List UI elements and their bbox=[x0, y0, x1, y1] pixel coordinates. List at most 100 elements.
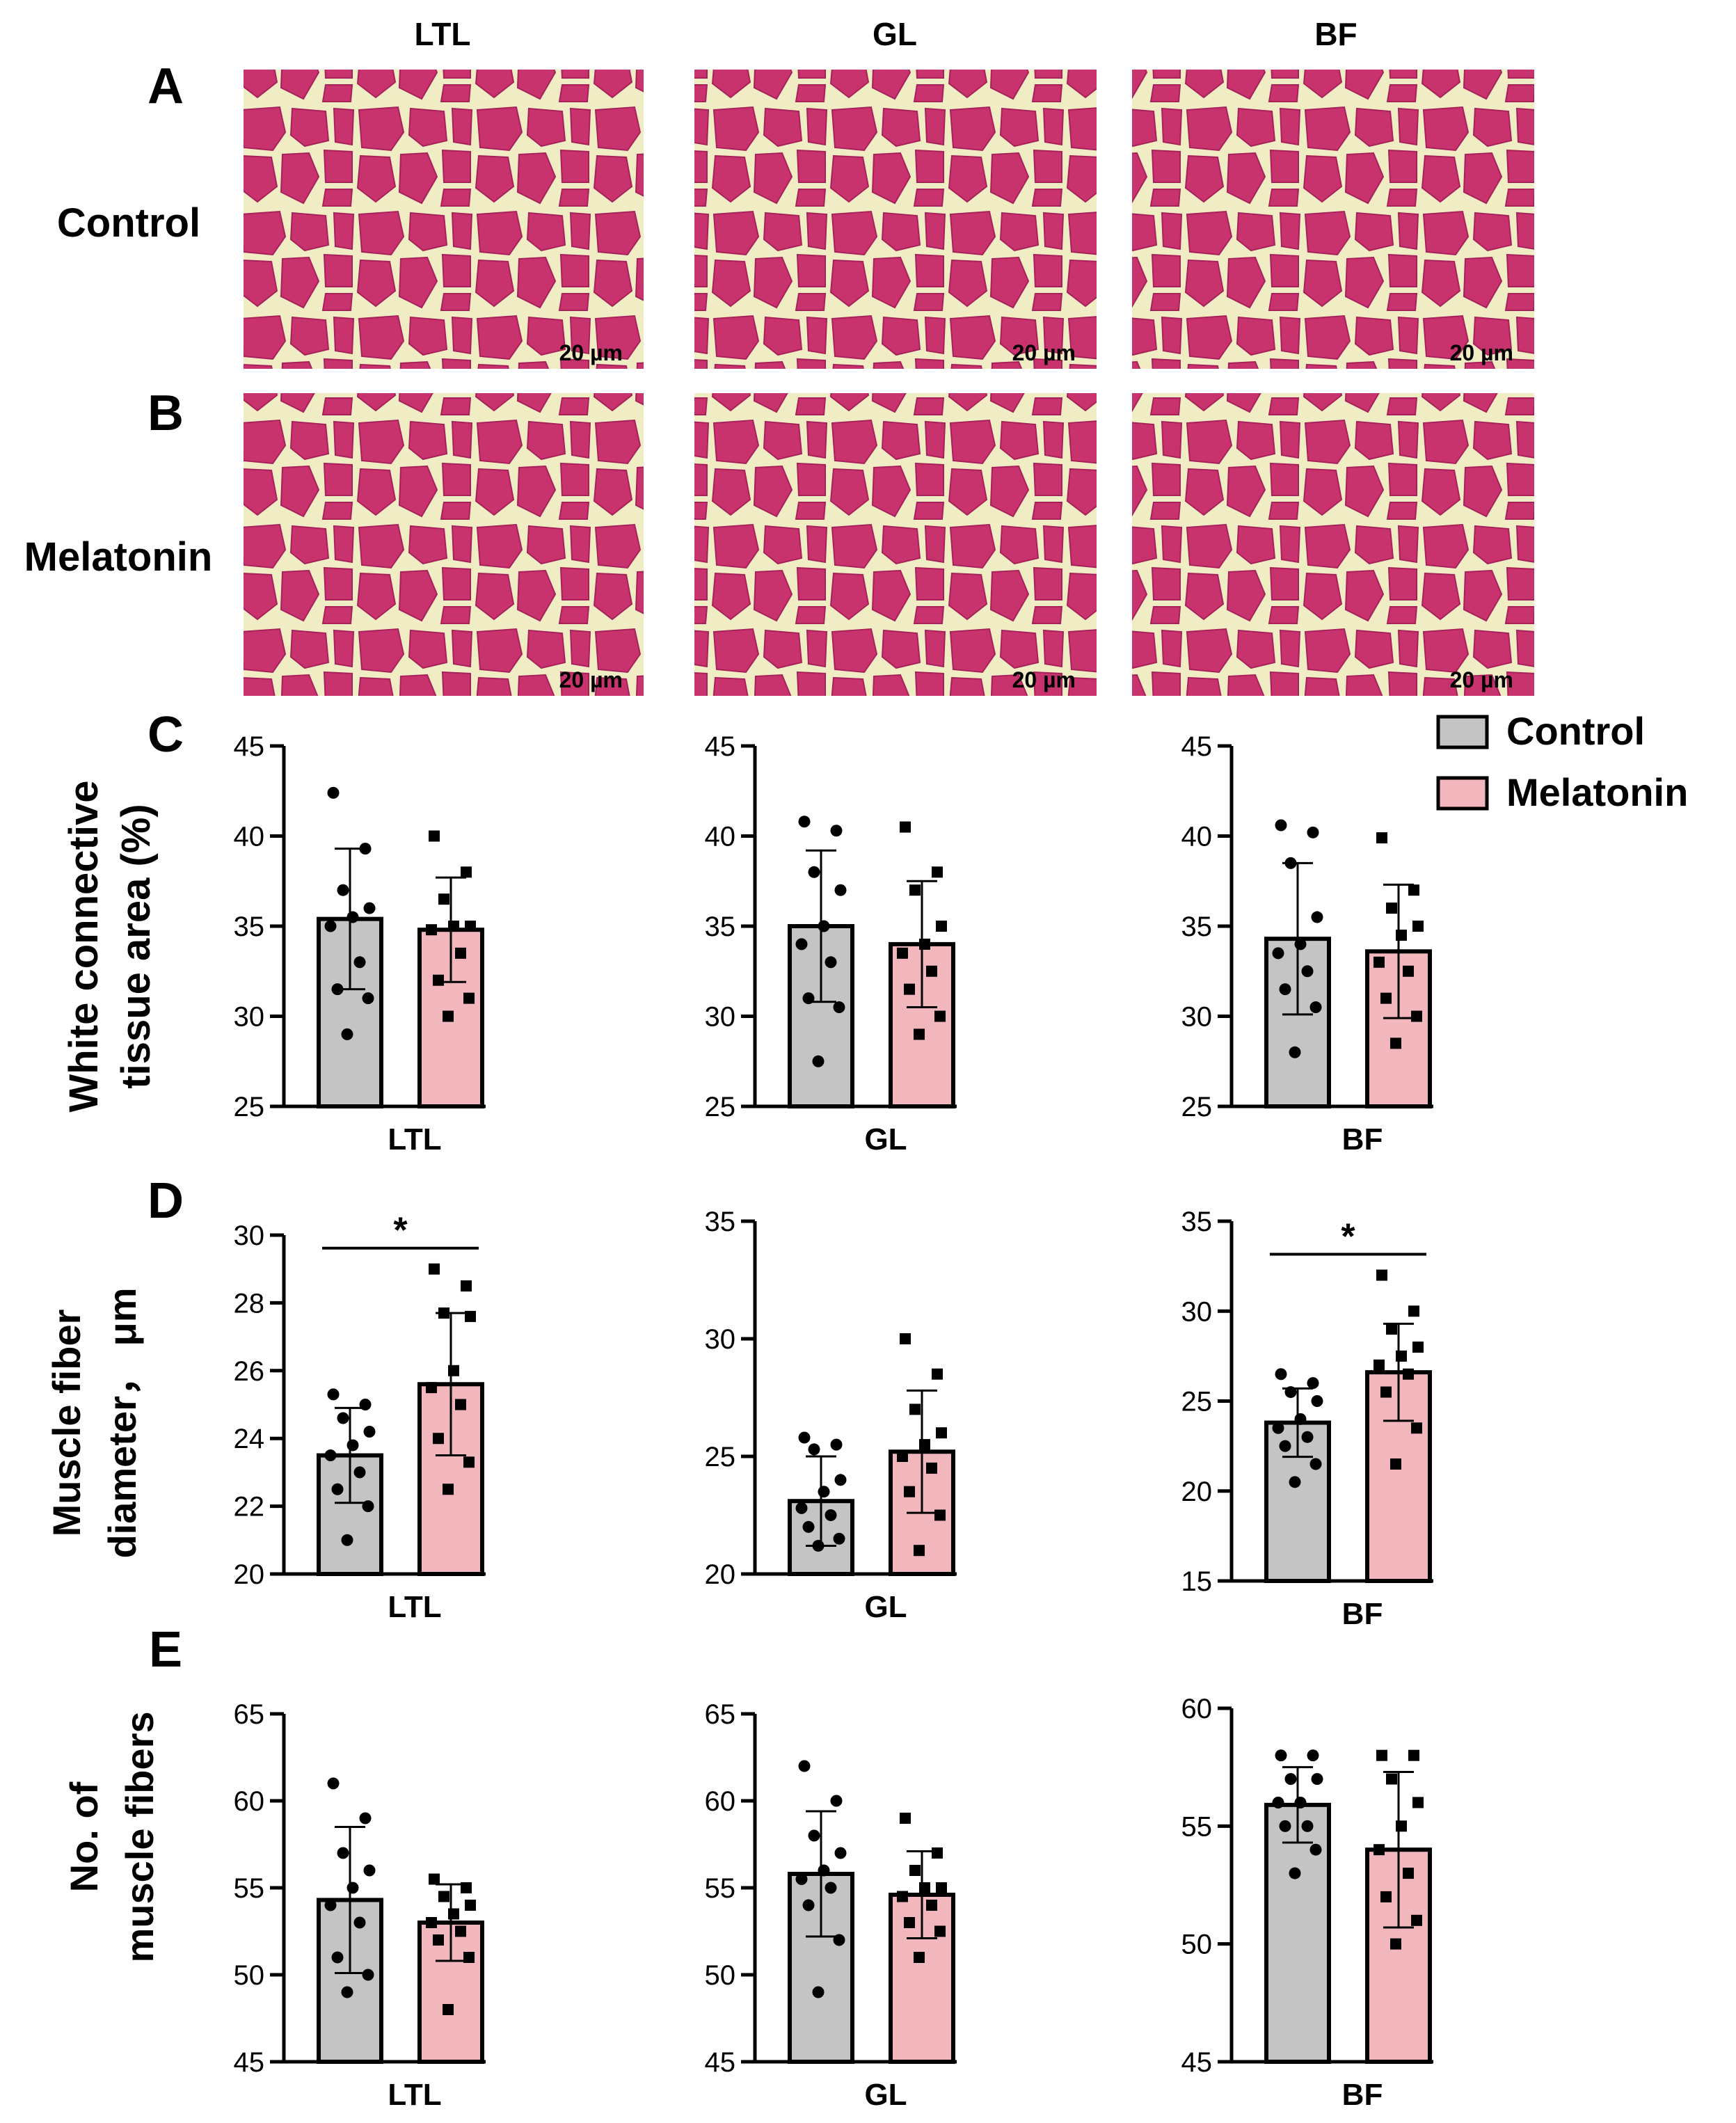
y-tick-label: 55 bbox=[705, 1873, 736, 1904]
y-tick-label: 25 bbox=[1181, 1092, 1213, 1122]
data-point bbox=[802, 992, 815, 1005]
data-point bbox=[1386, 1773, 1397, 1785]
legend-swatch-control bbox=[1436, 715, 1489, 749]
data-point bbox=[808, 1829, 820, 1842]
data-point bbox=[438, 1891, 449, 1902]
y-tick-label: 20 bbox=[234, 1559, 265, 1590]
data-point bbox=[932, 1368, 943, 1380]
x-axis-label: GL bbox=[864, 1122, 907, 1156]
data-point bbox=[461, 1280, 472, 1292]
y-tick-label: 24 bbox=[234, 1424, 265, 1454]
row-label-control: Control bbox=[57, 200, 200, 246]
data-point bbox=[1408, 884, 1419, 896]
data-point bbox=[1403, 1368, 1414, 1380]
y-tick-label: 60 bbox=[234, 1786, 265, 1817]
data-point bbox=[919, 938, 930, 950]
data-point bbox=[341, 1028, 353, 1040]
figure-labels: LTL GL BF A B C D E Control Melatonin White connec… bbox=[24, 16, 1357, 1963]
row-ylabel-c-2: tissue area (%) bbox=[113, 804, 159, 1088]
data-point bbox=[1289, 1476, 1301, 1488]
data-point bbox=[1275, 819, 1287, 832]
data-point bbox=[331, 983, 344, 996]
data-point bbox=[1380, 992, 1392, 1004]
data-point bbox=[808, 1443, 820, 1456]
data-point bbox=[1408, 1749, 1419, 1761]
data-point bbox=[429, 1263, 440, 1275]
data-point bbox=[324, 920, 337, 932]
data-point bbox=[1301, 1431, 1314, 1443]
data-point bbox=[1289, 1867, 1301, 1879]
y-tick-label: 30 bbox=[1181, 1296, 1213, 1327]
data-point bbox=[1396, 1820, 1407, 1832]
data-point bbox=[1390, 1938, 1401, 1950]
data-point bbox=[1411, 1010, 1422, 1022]
y-tick-label: 45 bbox=[1181, 731, 1213, 762]
data-point bbox=[347, 1439, 359, 1452]
data-point bbox=[433, 1934, 444, 1946]
data-point bbox=[353, 956, 366, 969]
data-point bbox=[1380, 1386, 1392, 1398]
y-tick-label: 55 bbox=[1181, 1811, 1213, 1842]
data-point bbox=[347, 911, 359, 923]
row-ylabel-e-2: muscle fibers bbox=[118, 1711, 161, 1962]
data-point bbox=[363, 1864, 376, 1877]
legend: Control Melatonin bbox=[1436, 709, 1688, 814]
legend-label-control: Control bbox=[1506, 709, 1645, 753]
bar-charts: 2530354045LTL2530354045GL2530354045BF202… bbox=[234, 731, 1433, 2112]
y-tick-label: 25 bbox=[1181, 1387, 1213, 1417]
panel-letter-c: C bbox=[148, 707, 184, 763]
data-point bbox=[936, 1882, 947, 1893]
data-point bbox=[909, 884, 921, 896]
row-ylabel-e-1: No. of bbox=[62, 1781, 106, 1892]
data-point bbox=[926, 1900, 937, 1911]
y-tick-label: 20 bbox=[705, 1559, 736, 1590]
data-point bbox=[825, 1509, 837, 1521]
data-point bbox=[353, 1466, 366, 1479]
data-point bbox=[1396, 1350, 1407, 1362]
data-point bbox=[1403, 1868, 1414, 1879]
data-point bbox=[798, 816, 811, 828]
series-melatonin bbox=[417, 830, 484, 1109]
scale-bar-label: 20 µm bbox=[559, 340, 623, 365]
data-point bbox=[833, 1934, 845, 1946]
data-point bbox=[465, 1310, 476, 1322]
data-point bbox=[1412, 921, 1424, 932]
data-point bbox=[1284, 1386, 1297, 1399]
y-tick-label: 45 bbox=[705, 2047, 736, 2078]
data-point bbox=[341, 1534, 353, 1546]
row-label-melatonin: Melatonin bbox=[24, 534, 213, 580]
data-point bbox=[904, 1486, 915, 1497]
micrograph-image bbox=[244, 393, 644, 696]
data-point bbox=[443, 2004, 454, 2015]
data-point bbox=[1309, 1843, 1322, 1856]
chart-c-bf: 25 30 35 40 45 BF bbox=[1181, 731, 1433, 1156]
chart-e-bf: 45 50 55 60 BF bbox=[1181, 1694, 1433, 2112]
data-point bbox=[932, 1847, 943, 1859]
micrograph-image bbox=[1132, 70, 1534, 369]
scale-bar-label: 20 µm bbox=[559, 667, 623, 692]
data-point bbox=[1279, 1440, 1291, 1452]
data-point bbox=[1390, 1458, 1401, 1470]
data-point bbox=[1294, 1796, 1307, 1808]
data-point bbox=[433, 974, 444, 986]
data-point bbox=[818, 1864, 830, 1877]
x-axis-label: GL bbox=[864, 1590, 907, 1624]
series-control bbox=[317, 1777, 383, 2064]
data-point bbox=[909, 1404, 921, 1415]
scale-bar-label: 20 µm bbox=[1450, 340, 1513, 365]
data-point bbox=[919, 1882, 930, 1893]
data-point bbox=[331, 1951, 344, 1964]
series-melatonin bbox=[889, 1813, 955, 2064]
data-point bbox=[812, 1986, 825, 1998]
data-point bbox=[1411, 1914, 1422, 1926]
data-point bbox=[833, 1532, 845, 1545]
micrograph-melatonin-bf: 20 µm bbox=[1132, 393, 1534, 696]
data-point bbox=[1294, 938, 1307, 951]
data-point bbox=[808, 866, 820, 878]
micrograph-panels: 20 µm 20 µm 20 µm 20 µm 20 µm 20 µm bbox=[244, 70, 1534, 696]
data-point bbox=[324, 1899, 337, 1911]
chart-d-bf: 15 20 25 30 35 BF * bbox=[1181, 1207, 1433, 1631]
data-point bbox=[812, 1539, 825, 1552]
column-header-bf: BF bbox=[1314, 16, 1357, 52]
